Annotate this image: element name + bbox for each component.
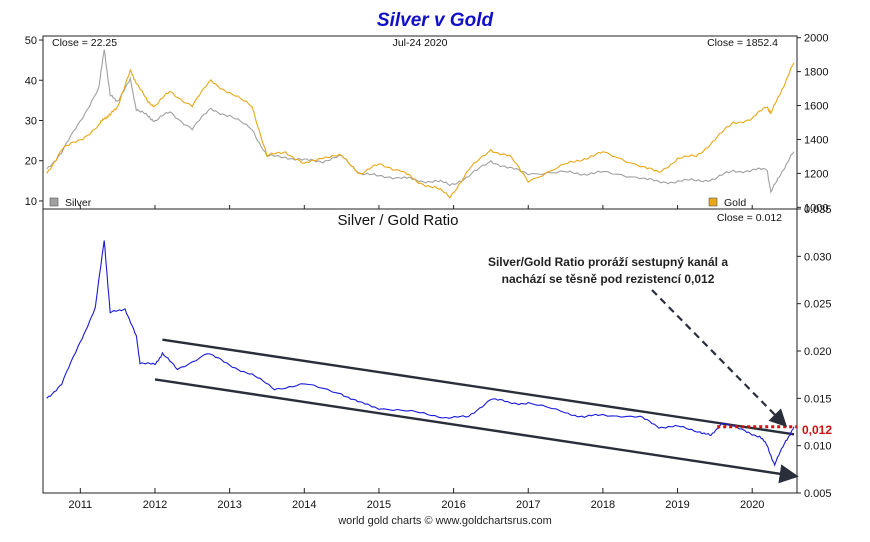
legend-silver-label: Silver	[65, 197, 92, 209]
right-tick-label: 1200	[804, 168, 828, 180]
annotation-arrow	[651, 289, 788, 428]
x-tick-label: 2013	[217, 499, 241, 511]
left-tick-label: 20	[25, 156, 37, 168]
ratio-tick-label: 0.020	[804, 346, 832, 358]
right-tick-label: 1400	[804, 134, 828, 146]
annotation-line-1: Silver/Gold Ratio proráží sestupný kanál…	[488, 255, 728, 269]
right-tick-label: 1000	[804, 202, 828, 214]
ratio-header-right: Close = 0.012	[717, 212, 782, 224]
x-tick-label: 2017	[516, 499, 540, 511]
x-tick-label: 2011	[68, 499, 92, 511]
x-tick-label: 2018	[591, 499, 615, 511]
top-header-center: Jul-24 2020	[393, 37, 448, 49]
ratio-tick-label: 0.010	[804, 441, 832, 453]
series-ratio-line	[46, 240, 795, 467]
x-tick-label: 2020	[740, 499, 764, 511]
right-tick-label: 1600	[804, 101, 828, 113]
channel-lower-line	[154, 378, 799, 484]
legend-silver-swatch	[49, 197, 59, 207]
legend-gold-label: Gold	[724, 197, 746, 209]
ratio-tick-label: 0.005	[804, 488, 832, 500]
ratio-tick-label: 0.015	[804, 393, 832, 405]
ratio-title: Silver / Gold Ratio	[338, 212, 459, 229]
bottom-panel-frame	[42, 208, 798, 494]
series-gold-line	[46, 62, 795, 199]
left-tick-label: 50	[25, 35, 37, 47]
right-tick-label: 1800	[804, 67, 828, 79]
ratio-series-group	[46, 240, 799, 484]
top-left-axis: 50 40 30 20 10	[25, 35, 43, 208]
ratio-tick-label: 0.030	[804, 251, 832, 263]
legend-gold-swatch	[708, 197, 718, 207]
top-header-left: Close = 22.25	[52, 37, 117, 49]
x-tick-label: 2014	[292, 499, 316, 511]
chart-title: Silver v Gold	[376, 10, 494, 31]
bottom-right-axis: 0.035 0.030 0.025 0.020 0.015 0.010 0.005	[797, 204, 832, 500]
ratio-tick-label: 0.025	[804, 299, 832, 311]
x-tick-label: 2012	[143, 499, 167, 511]
right-tick-label: 2000	[804, 33, 828, 45]
top-header-right: Close = 1852.4	[707, 37, 778, 49]
ratio-tick-label: 0.035	[804, 204, 832, 216]
x-tick-label: 2015	[367, 499, 391, 511]
channel-upper-line	[162, 338, 795, 436]
left-tick-label: 30	[25, 115, 37, 127]
credit-text: world gold charts © www.goldchartsrus.co…	[337, 515, 552, 527]
x-tick-label: 2019	[665, 499, 689, 511]
top-right-axis: 2000 1800 1600 1400 1200 1000	[797, 33, 828, 214]
series-silver-line	[46, 49, 795, 194]
x-axis: 2011 2012 2013 2014 2015 2016 2017 2018 2019 2020	[68, 205, 764, 511]
left-tick-label: 10	[25, 196, 37, 208]
top-series	[46, 49, 795, 199]
resistance-label: 0,012	[802, 423, 832, 437]
annotation-line-2: nachází se těsně pod rezistencí 0,012	[502, 272, 715, 286]
left-tick-label: 40	[25, 75, 37, 87]
x-tick-label: 2016	[441, 499, 465, 511]
